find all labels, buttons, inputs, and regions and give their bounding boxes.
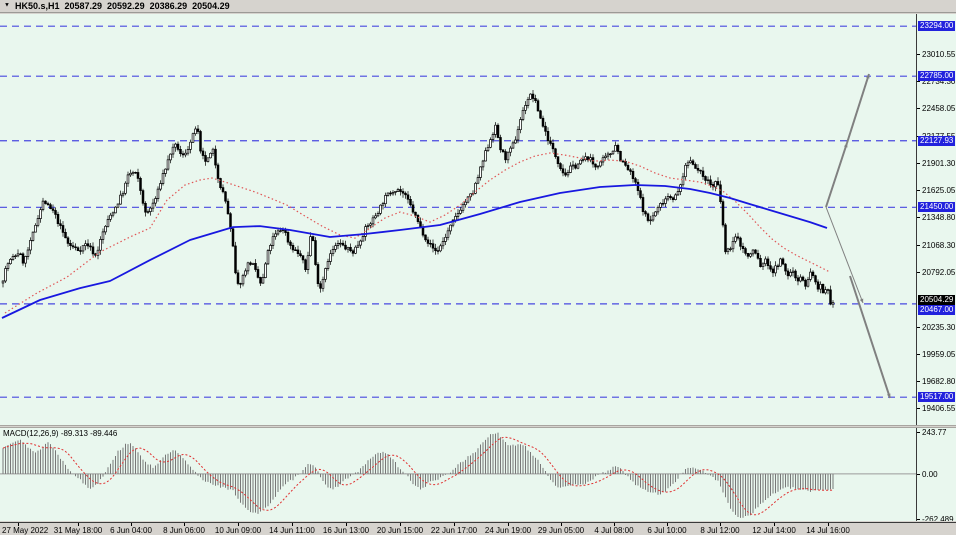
time-tick-mark [238, 523, 239, 526]
price-tick-mark [917, 272, 920, 273]
time-tick-mark [184, 523, 185, 526]
time-tick-mark [131, 523, 132, 526]
level-price-label: 22127.93 [918, 136, 955, 146]
time-label: 4 Jul 08:00 [594, 526, 634, 535]
price-tick-label: 21348.80 [922, 213, 956, 222]
price-tick-mark [917, 327, 920, 328]
panel-divider[interactable] [0, 425, 956, 428]
price-tick-label: 21068.30 [922, 241, 956, 250]
price-tick-label: 21901.30 [922, 159, 956, 168]
macd-tick-mark [917, 519, 920, 520]
price-tick-label: 22734.30 [922, 77, 956, 86]
time-tick-mark [720, 523, 721, 526]
macd-chart [0, 432, 916, 518]
time-tick-mark [78, 523, 79, 526]
time-tick-mark [561, 523, 562, 526]
time-label: 27 May 2022 [2, 526, 49, 535]
time-label: 20 Jun 15:00 [376, 526, 424, 535]
time-axis[interactable]: 27 May 2022 31 May 18:00 6 Jun 04:00 8 Jun … [0, 522, 956, 535]
price-tick-mark [917, 245, 920, 246]
level-price-label: 19517.00 [918, 392, 955, 402]
time-label: 31 May 18:00 [53, 526, 103, 535]
price-tick-label: 20235.30 [922, 323, 956, 332]
time-label: 29 Jun 05:00 [537, 526, 585, 535]
macd-tick-label: -262.489 [922, 515, 954, 521]
price-tick-mark [917, 108, 920, 109]
time-tick-mark [400, 523, 401, 526]
time-label: 8 Jul 12:00 [700, 526, 740, 535]
time-label: 14 Jul 16:00 [806, 526, 850, 535]
time-label: 14 Jun 11:00 [269, 526, 315, 535]
time-label: 16 Jun 13:00 [322, 526, 370, 535]
ohlc-close: 20504.29 [192, 1, 230, 11]
current-price-label: 20504.29 [918, 295, 955, 305]
level-price-label: 23294.00 [918, 21, 955, 31]
price-tick-label: 22458.05 [922, 104, 956, 113]
price-tick-mark [917, 54, 920, 55]
price-axis[interactable]: 23010.5522734.3022458.0522177.5521901.30… [917, 14, 956, 425]
chart-title-bar: ▼ HK50.s,H1 20587.29 20592.29 20386.29 2… [0, 0, 956, 13]
macd-values: -89.313 -89.446 [60, 429, 118, 438]
level-price-label: 20467.00 [918, 305, 955, 315]
time-tick-mark [614, 523, 615, 526]
macd-tick-mark [917, 474, 920, 475]
macd-name: MACD(12,26,9) [3, 429, 59, 438]
price-tick-mark [917, 217, 920, 218]
level-price-label: 21450.00 [918, 202, 955, 212]
candlestick-chart [0, 25, 916, 399]
price-tick-mark [917, 354, 920, 355]
price-tick-label: 20792.05 [922, 268, 956, 277]
time-label: 24 Jun 19:00 [484, 526, 532, 535]
macd-indicator-label: MACD(12,26,9) -89.313 -89.446 [3, 429, 117, 438]
time-tick-mark [667, 523, 668, 526]
price-chart-plot[interactable] [0, 14, 917, 425]
time-label: 8 Jun 06:00 [163, 526, 205, 535]
time-label: 6 Jul 10:00 [647, 526, 687, 535]
price-tick-mark [917, 381, 920, 382]
macd-tick-mark [917, 432, 920, 433]
time-tick-mark [346, 523, 347, 526]
symbol-dropdown-icon[interactable]: ▼ [4, 2, 10, 9]
price-tick-label: 19682.80 [922, 377, 956, 386]
ohlc-open: 20587.29 [64, 1, 103, 11]
price-tick-mark [917, 408, 920, 409]
price-tick-label: 21625.05 [922, 186, 956, 195]
price-tick-mark [917, 81, 920, 82]
ohlc-high: 20592.29 [107, 1, 145, 11]
time-label: 22 Jun 17:00 [430, 526, 478, 535]
time-tick-mark [454, 523, 455, 526]
time-label: 10 Jun 09:00 [214, 526, 262, 535]
macd-tick-label: 0.00 [922, 470, 938, 479]
price-tick-label: 19406.55 [922, 404, 956, 413]
macd-axis[interactable]: 243.77 0.00 -262.489 [917, 428, 956, 521]
ohlc-low: 20386.29 [149, 1, 188, 11]
time-tick-mark [292, 523, 293, 526]
price-tick-mark [917, 163, 920, 164]
price-tick-label: 19959.05 [922, 350, 956, 359]
price-tick-mark [917, 190, 920, 191]
time-label: 6 Jun 04:00 [110, 526, 152, 535]
price-tick-label: 23010.55 [922, 50, 956, 59]
time-label: 12 Jul 14:00 [752, 526, 796, 535]
time-tick-mark [18, 523, 19, 526]
macd-tick-label: 243.77 [922, 428, 947, 437]
macd-panel[interactable]: MACD(12,26,9) -89.313 -89.446 [0, 428, 917, 521]
level-price-label: 22785.00 [918, 71, 955, 81]
time-tick-mark [828, 523, 829, 526]
symbol-period-label: HK50.s,H1 [14, 1, 60, 11]
time-tick-mark [774, 523, 775, 526]
time-tick-mark [508, 523, 509, 526]
